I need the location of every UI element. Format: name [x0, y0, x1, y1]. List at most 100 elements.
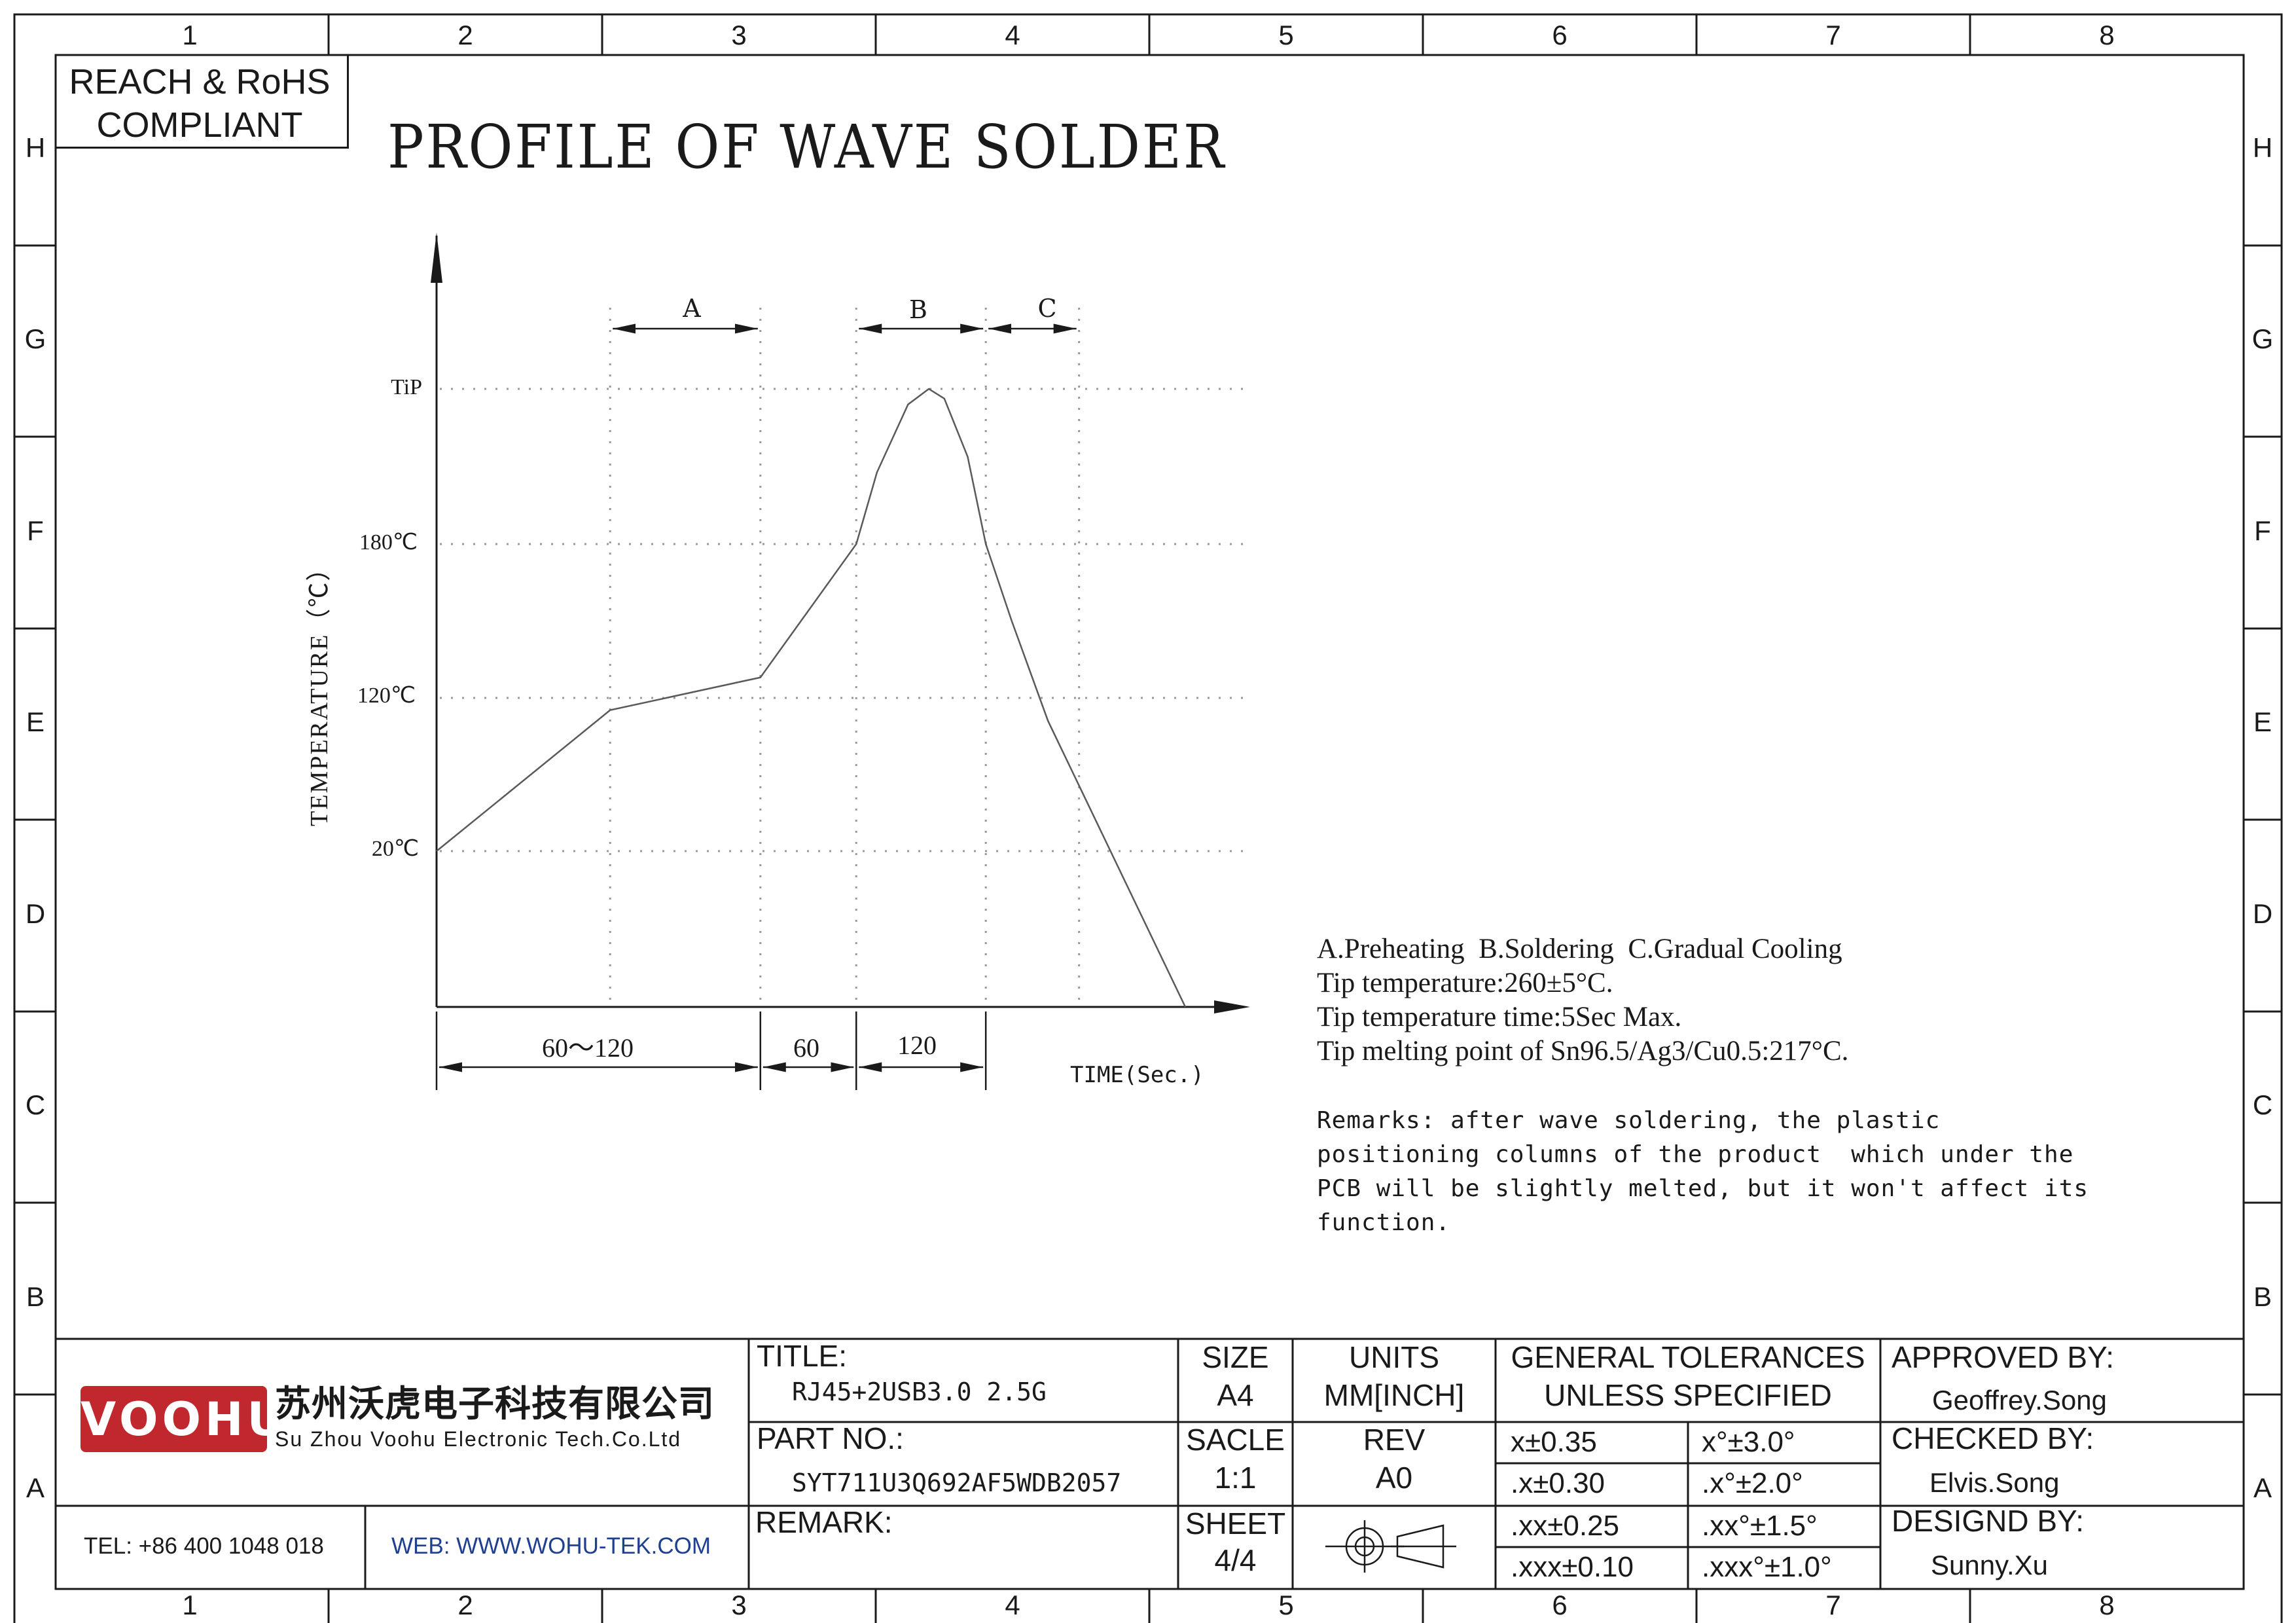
- approved-by-value: Geoffrey.Song: [1932, 1385, 2107, 1415]
- y-tick-20: 20℃: [372, 837, 419, 861]
- zone-row-g-right: G: [2251, 323, 2274, 354]
- zone-col-3-bottom: 3: [731, 1590, 747, 1620]
- remark-line: positioning columns of the product which…: [1317, 1141, 2074, 1168]
- zone-row-e-right: E: [2253, 706, 2272, 737]
- tolerance-angular-2: .xx°±1.5°: [1702, 1510, 1818, 1542]
- page-title: PROFILE OF WAVE SOLDER: [387, 112, 1226, 182]
- tolerance-angular-0: x°±3.0°: [1702, 1426, 1795, 1458]
- note-line: Tip melting point of Sn96.5/Ag3/Cu0.5:21…: [1317, 1036, 1849, 1067]
- logo-text: VOOHU: [81, 1393, 289, 1446]
- zone-col-2-bottom: 2: [457, 1590, 473, 1620]
- approved-by-label: APPROVED BY:: [1892, 1340, 2115, 1374]
- tolerance-linear-0: x±0.35: [1511, 1426, 1597, 1458]
- zone-col-5-top: 5: [1278, 20, 1294, 50]
- zone-col-8-bottom: 8: [2099, 1590, 2115, 1620]
- remark-line: PCB will be slightly melted, but it won'…: [1317, 1175, 2089, 1202]
- checked-by-value: Elvis.Song: [1929, 1467, 2060, 1498]
- remark-line: function.: [1317, 1209, 1451, 1236]
- x-interval-ramp: 60: [793, 1033, 819, 1063]
- tolerance-linear-1: .x±0.30: [1511, 1467, 1605, 1499]
- zone-col-2-top: 2: [457, 20, 473, 50]
- zone-row-c-right: C: [2252, 1089, 2273, 1120]
- zone-col-6-bottom: 6: [1552, 1590, 1568, 1620]
- company-tel: TEL: +86 400 1048 018: [84, 1533, 324, 1559]
- y-axis-arrow: [431, 232, 442, 283]
- tolerances-heading-2: UNLESS SPECIFIED: [1544, 1378, 1832, 1412]
- remark-label: REMARK:: [755, 1505, 893, 1539]
- zone-col-8-top: 8: [2099, 20, 2115, 50]
- zone-col-7-bottom: 7: [1825, 1590, 1841, 1620]
- zone-row-g-left: G: [24, 323, 46, 354]
- tolerance-angular-1: .x°±2.0°: [1702, 1467, 1803, 1499]
- zone-row-d-left: D: [25, 898, 46, 929]
- y-tick-180: 180℃: [359, 530, 418, 555]
- zone-col-3-top: 3: [731, 20, 747, 50]
- zone-row-d-right: D: [2252, 898, 2273, 929]
- x-axis-arrow: [1214, 1000, 1250, 1013]
- designed-by-label: DESIGND BY:: [1892, 1504, 2084, 1538]
- y-tick-tip: TiP: [391, 375, 422, 399]
- note-line: Tip temperature:260±5°C.: [1317, 968, 1613, 998]
- rev-value: A0: [1375, 1461, 1413, 1495]
- scale-value: 1:1: [1214, 1461, 1257, 1495]
- size-label: SIZE: [1202, 1340, 1269, 1374]
- temperature-profile-line: [436, 388, 1187, 1008]
- zone-col-5-bottom: 5: [1278, 1590, 1294, 1620]
- compliance-line-1: REACH & RoHS: [69, 62, 331, 101]
- zone-row-a-left: A: [26, 1472, 45, 1503]
- zone-row-h-right: H: [2252, 132, 2273, 163]
- note-line: A.Preheating B.Soldering C.Gradual Cooli…: [1317, 934, 1842, 964]
- designed-by-value: Sunny.Xu: [1931, 1550, 2049, 1580]
- checked-by-label: CHECKED BY:: [1892, 1421, 2094, 1455]
- remarks: Remarks: after wave soldering, the plast…: [1317, 1104, 2089, 1240]
- company-name-cn: 苏州沃虎电子科技有限公司: [275, 1383, 715, 1425]
- company-logo: VOOHU: [81, 1386, 289, 1452]
- sheet-value: 4/4: [1214, 1543, 1257, 1577]
- rev-label: REV: [1363, 1423, 1426, 1457]
- compliance-line-2: COMPLIANT: [96, 105, 303, 145]
- y-axis-label: TEMPERATURE（℃）: [306, 555, 333, 826]
- compliance-box: REACH & RoHS COMPLIANT: [56, 55, 349, 149]
- zone-col-7-top: 7: [1825, 20, 1841, 50]
- zone-col-6-top: 6: [1552, 20, 1568, 50]
- zone-label-a: A: [682, 294, 701, 323]
- zone-col-1-bottom: 1: [182, 1590, 198, 1620]
- units-value: MM[INCH]: [1323, 1378, 1465, 1412]
- tolerance-linear-3: .xxx±0.10: [1511, 1551, 1634, 1583]
- tolerance-angular-3: .xxx°±1.0°: [1702, 1551, 1832, 1583]
- zone-row-f-right: F: [2254, 515, 2271, 546]
- x-interval-solder: 120: [897, 1030, 937, 1060]
- zone-label-b: B: [909, 295, 927, 324]
- units-label: UNITS: [1349, 1340, 1439, 1374]
- part-no-label: PART NO.:: [757, 1421, 904, 1455]
- sheet-label: SHEET: [1185, 1506, 1286, 1541]
- process-notes: A.Preheating B.Soldering C.Gradual Cooli…: [1317, 932, 1848, 1068]
- x-interval-preheat: 60～120: [542, 1033, 634, 1063]
- zone-row-b-right: B: [2253, 1281, 2272, 1312]
- zone-col-4-bottom: 4: [1005, 1590, 1020, 1620]
- zone-row-e-left: E: [26, 706, 45, 737]
- zone-col-1-top: 1: [182, 20, 198, 50]
- part-no-value: SYT711U3Q692AF5WDB2057: [792, 1468, 1122, 1497]
- zone-row-f-left: F: [27, 515, 44, 546]
- y-tick-120: 120℃: [357, 684, 416, 708]
- zone-col-4-top: 4: [1005, 20, 1020, 50]
- zone-row-h-left: H: [25, 132, 46, 163]
- tolerance-linear-2: .xx±0.25: [1511, 1510, 1620, 1542]
- title-label: TITLE:: [757, 1339, 848, 1373]
- tolerances-heading-1: GENERAL TOLERANCES: [1511, 1340, 1865, 1374]
- x-axis-label: TIME(Sec.): [1070, 1062, 1204, 1088]
- zone-label-c: C: [1037, 294, 1056, 323]
- title-value: RJ45+2USB3.0 2.5G: [792, 1377, 1047, 1406]
- zone-row-c-left: C: [25, 1089, 46, 1120]
- remark-line: Remarks: after wave soldering, the plast…: [1317, 1107, 1941, 1134]
- company-web-link[interactable]: WEB: WWW.WOHU-TEK.COM: [391, 1533, 711, 1559]
- company-name-en: Su Zhou Voohu Electronic Tech.Co.Ltd: [275, 1427, 682, 1451]
- zone-row-a-right: A: [2253, 1472, 2272, 1503]
- third-angle-projection-icon: [1325, 1520, 1456, 1573]
- size-value: A4: [1217, 1378, 1254, 1412]
- scale-label: SACLE: [1186, 1423, 1285, 1457]
